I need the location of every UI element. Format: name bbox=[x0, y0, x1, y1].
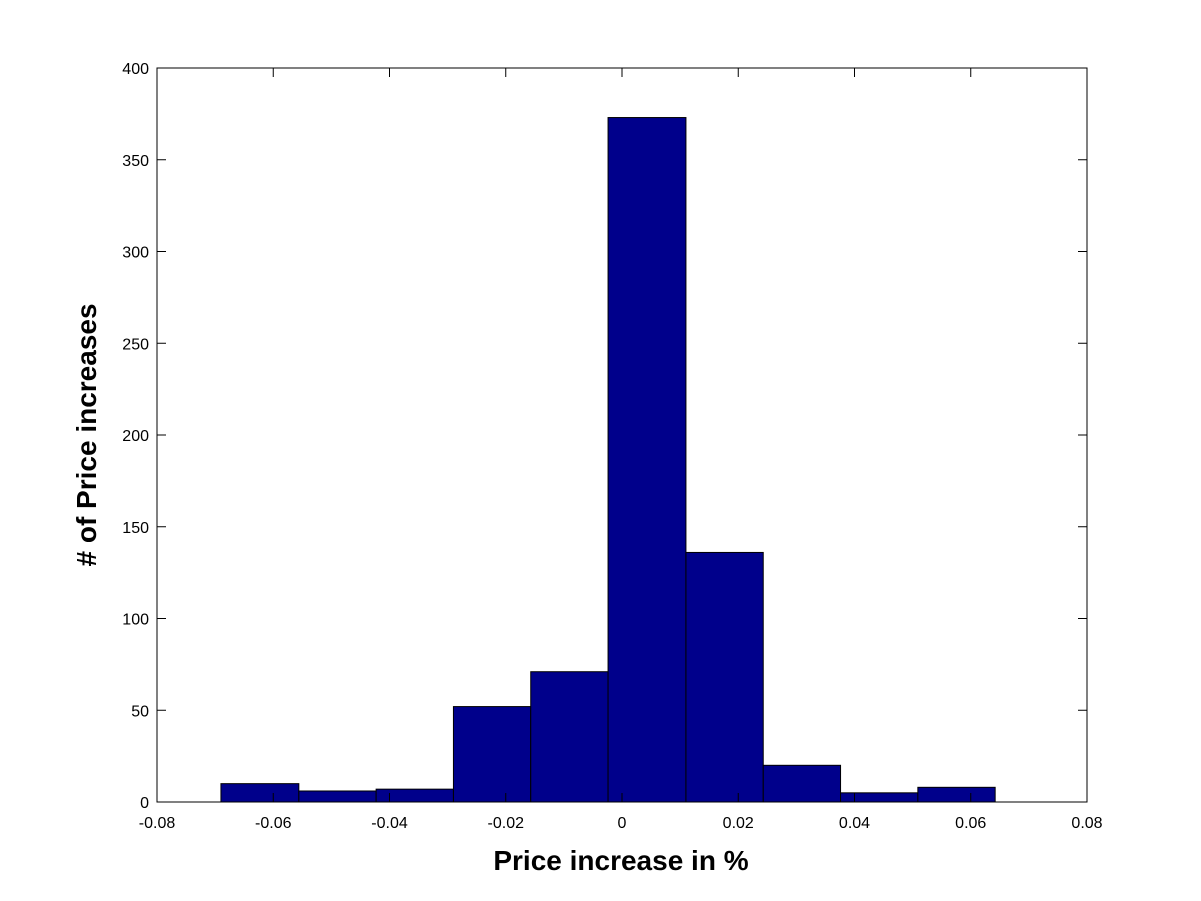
x-tick-label: 0.04 bbox=[839, 815, 870, 832]
histogram-bar-0 bbox=[220, 783, 300, 803]
x-tick-label: 0.08 bbox=[1071, 815, 1102, 832]
histogram-bar-1 bbox=[298, 790, 377, 803]
histogram-bar-5 bbox=[607, 117, 687, 803]
histogram-bar-6 bbox=[685, 551, 764, 803]
plot-frame bbox=[156, 67, 1088, 803]
y-tick-label: 400 bbox=[122, 61, 149, 78]
y-tick-label: 200 bbox=[122, 428, 149, 445]
x-tick-label: -0.02 bbox=[488, 815, 525, 832]
x-tick-label: -0.06 bbox=[255, 815, 292, 832]
y-tick-label: 150 bbox=[122, 520, 149, 537]
y-tick-label: 100 bbox=[122, 612, 149, 629]
x-tick-label: 0.02 bbox=[723, 815, 754, 832]
y-tick-label: 50 bbox=[131, 703, 149, 720]
x-tick-label: 0 bbox=[618, 815, 627, 832]
histogram-bar-9 bbox=[917, 786, 996, 803]
histogram-bar-4 bbox=[530, 671, 609, 803]
y-tick-label: 0 bbox=[140, 795, 149, 812]
histogram-bar-2 bbox=[375, 788, 454, 803]
bars-group bbox=[220, 117, 996, 803]
y-tick-label: 250 bbox=[122, 336, 149, 353]
y-axis-title: # of Price increases bbox=[71, 303, 102, 566]
y-tick-label: 350 bbox=[122, 153, 149, 170]
histogram-bar-3 bbox=[452, 706, 532, 803]
tick-labels-group: -0.08 -0.06 -0.04 -0.02 0 0.02 0.04 0.06 0.08 0 50… bbox=[122, 61, 1102, 832]
y-tick-label: 300 bbox=[122, 245, 149, 262]
histogram-bar-7 bbox=[762, 764, 842, 803]
x-axis-title: Price increase in % bbox=[493, 845, 748, 876]
x-tick-label: 0.06 bbox=[955, 815, 986, 832]
x-tick-label: -0.08 bbox=[139, 815, 176, 832]
x-tick-label: -0.04 bbox=[371, 815, 408, 832]
histogram-bar-8 bbox=[840, 792, 919, 803]
